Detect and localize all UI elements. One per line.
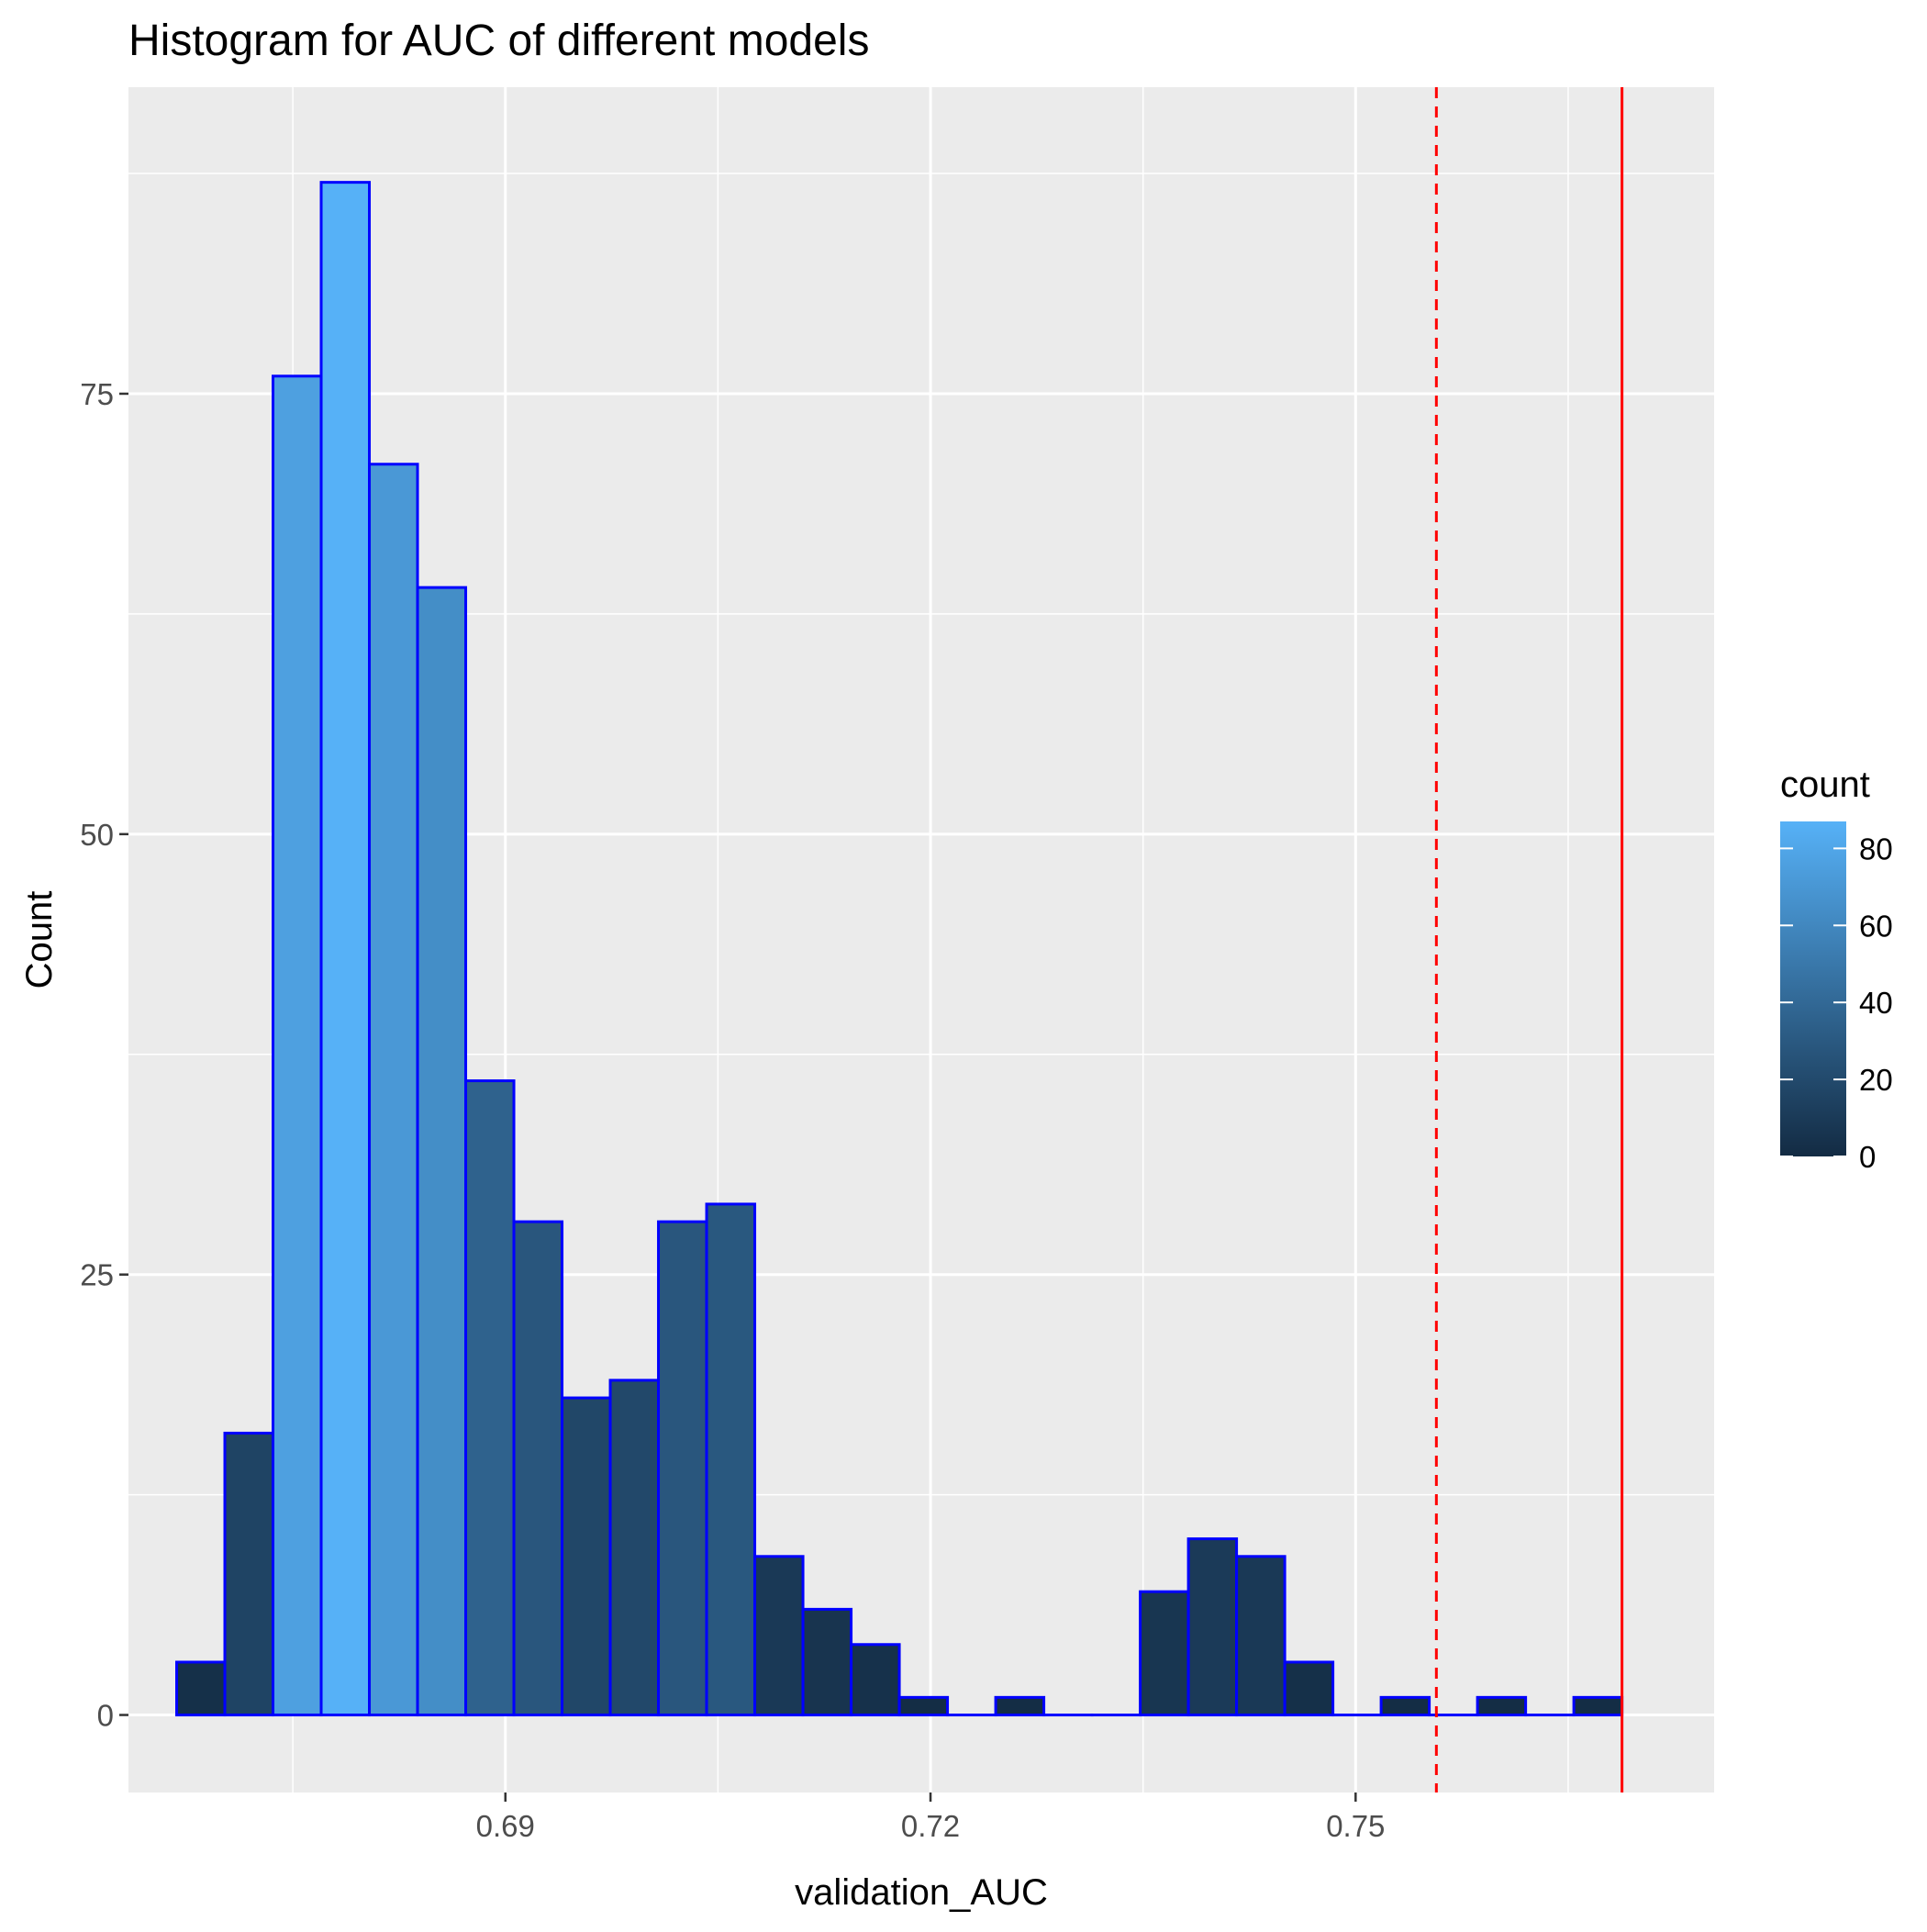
chart-title: Histogram for AUC of different models [128, 17, 869, 65]
histogram-bar [1574, 1697, 1622, 1714]
histogram-bar [755, 1557, 804, 1715]
y-tick-label: 50 [80, 818, 114, 852]
histogram-bar [418, 587, 466, 1714]
y-tick-label: 0 [97, 1699, 114, 1733]
histogram-bar [1237, 1557, 1286, 1715]
legend-tick-label: 60 [1859, 909, 1893, 943]
histogram-bar [610, 1380, 659, 1715]
histogram-bar [1285, 1662, 1333, 1715]
x-tick-label: 0.69 [476, 1809, 535, 1843]
histogram-bar [1477, 1697, 1526, 1714]
y-tick-label: 25 [80, 1258, 114, 1292]
histogram-bar [852, 1645, 900, 1715]
y-axis: 0 25 50 75 [80, 377, 128, 1733]
histogram-bar [1141, 1591, 1189, 1714]
histogram-bar [899, 1697, 948, 1714]
histogram-bar [563, 1398, 611, 1714]
legend-tick-label: 40 [1859, 986, 1893, 1020]
x-axis: 0.69 0.72 0.75 [476, 1792, 1386, 1843]
legend-tick-label: 0 [1859, 1140, 1876, 1174]
color-legend: count 0 20 40 60 80 [1780, 765, 1893, 1174]
histogram-bar [225, 1433, 273, 1714]
histogram-bar [370, 464, 418, 1715]
histogram-bar [514, 1222, 563, 1714]
histogram-bar [659, 1222, 707, 1714]
histogram-bar [273, 376, 322, 1715]
histogram-bar [1381, 1697, 1430, 1714]
legend-title: count [1780, 765, 1870, 805]
y-tick-label: 75 [80, 377, 114, 411]
histogram-bar [996, 1697, 1044, 1714]
x-axis-title: validation_AUC [795, 1872, 1048, 1913]
legend-tick-label: 80 [1859, 832, 1893, 865]
x-tick-label: 0.75 [1326, 1809, 1385, 1843]
histogram-bar [466, 1081, 515, 1715]
legend-colorbar [1780, 821, 1846, 1156]
x-tick-label: 0.72 [901, 1809, 960, 1843]
histogram-bar [803, 1609, 852, 1714]
y-axis-title: Count [19, 891, 60, 989]
histogram-bar [177, 1662, 226, 1715]
legend-tick-label: 20 [1859, 1063, 1893, 1097]
histogram-bar [321, 183, 370, 1715]
histogram-bar [1188, 1539, 1237, 1715]
histogram-bar [707, 1204, 755, 1715]
